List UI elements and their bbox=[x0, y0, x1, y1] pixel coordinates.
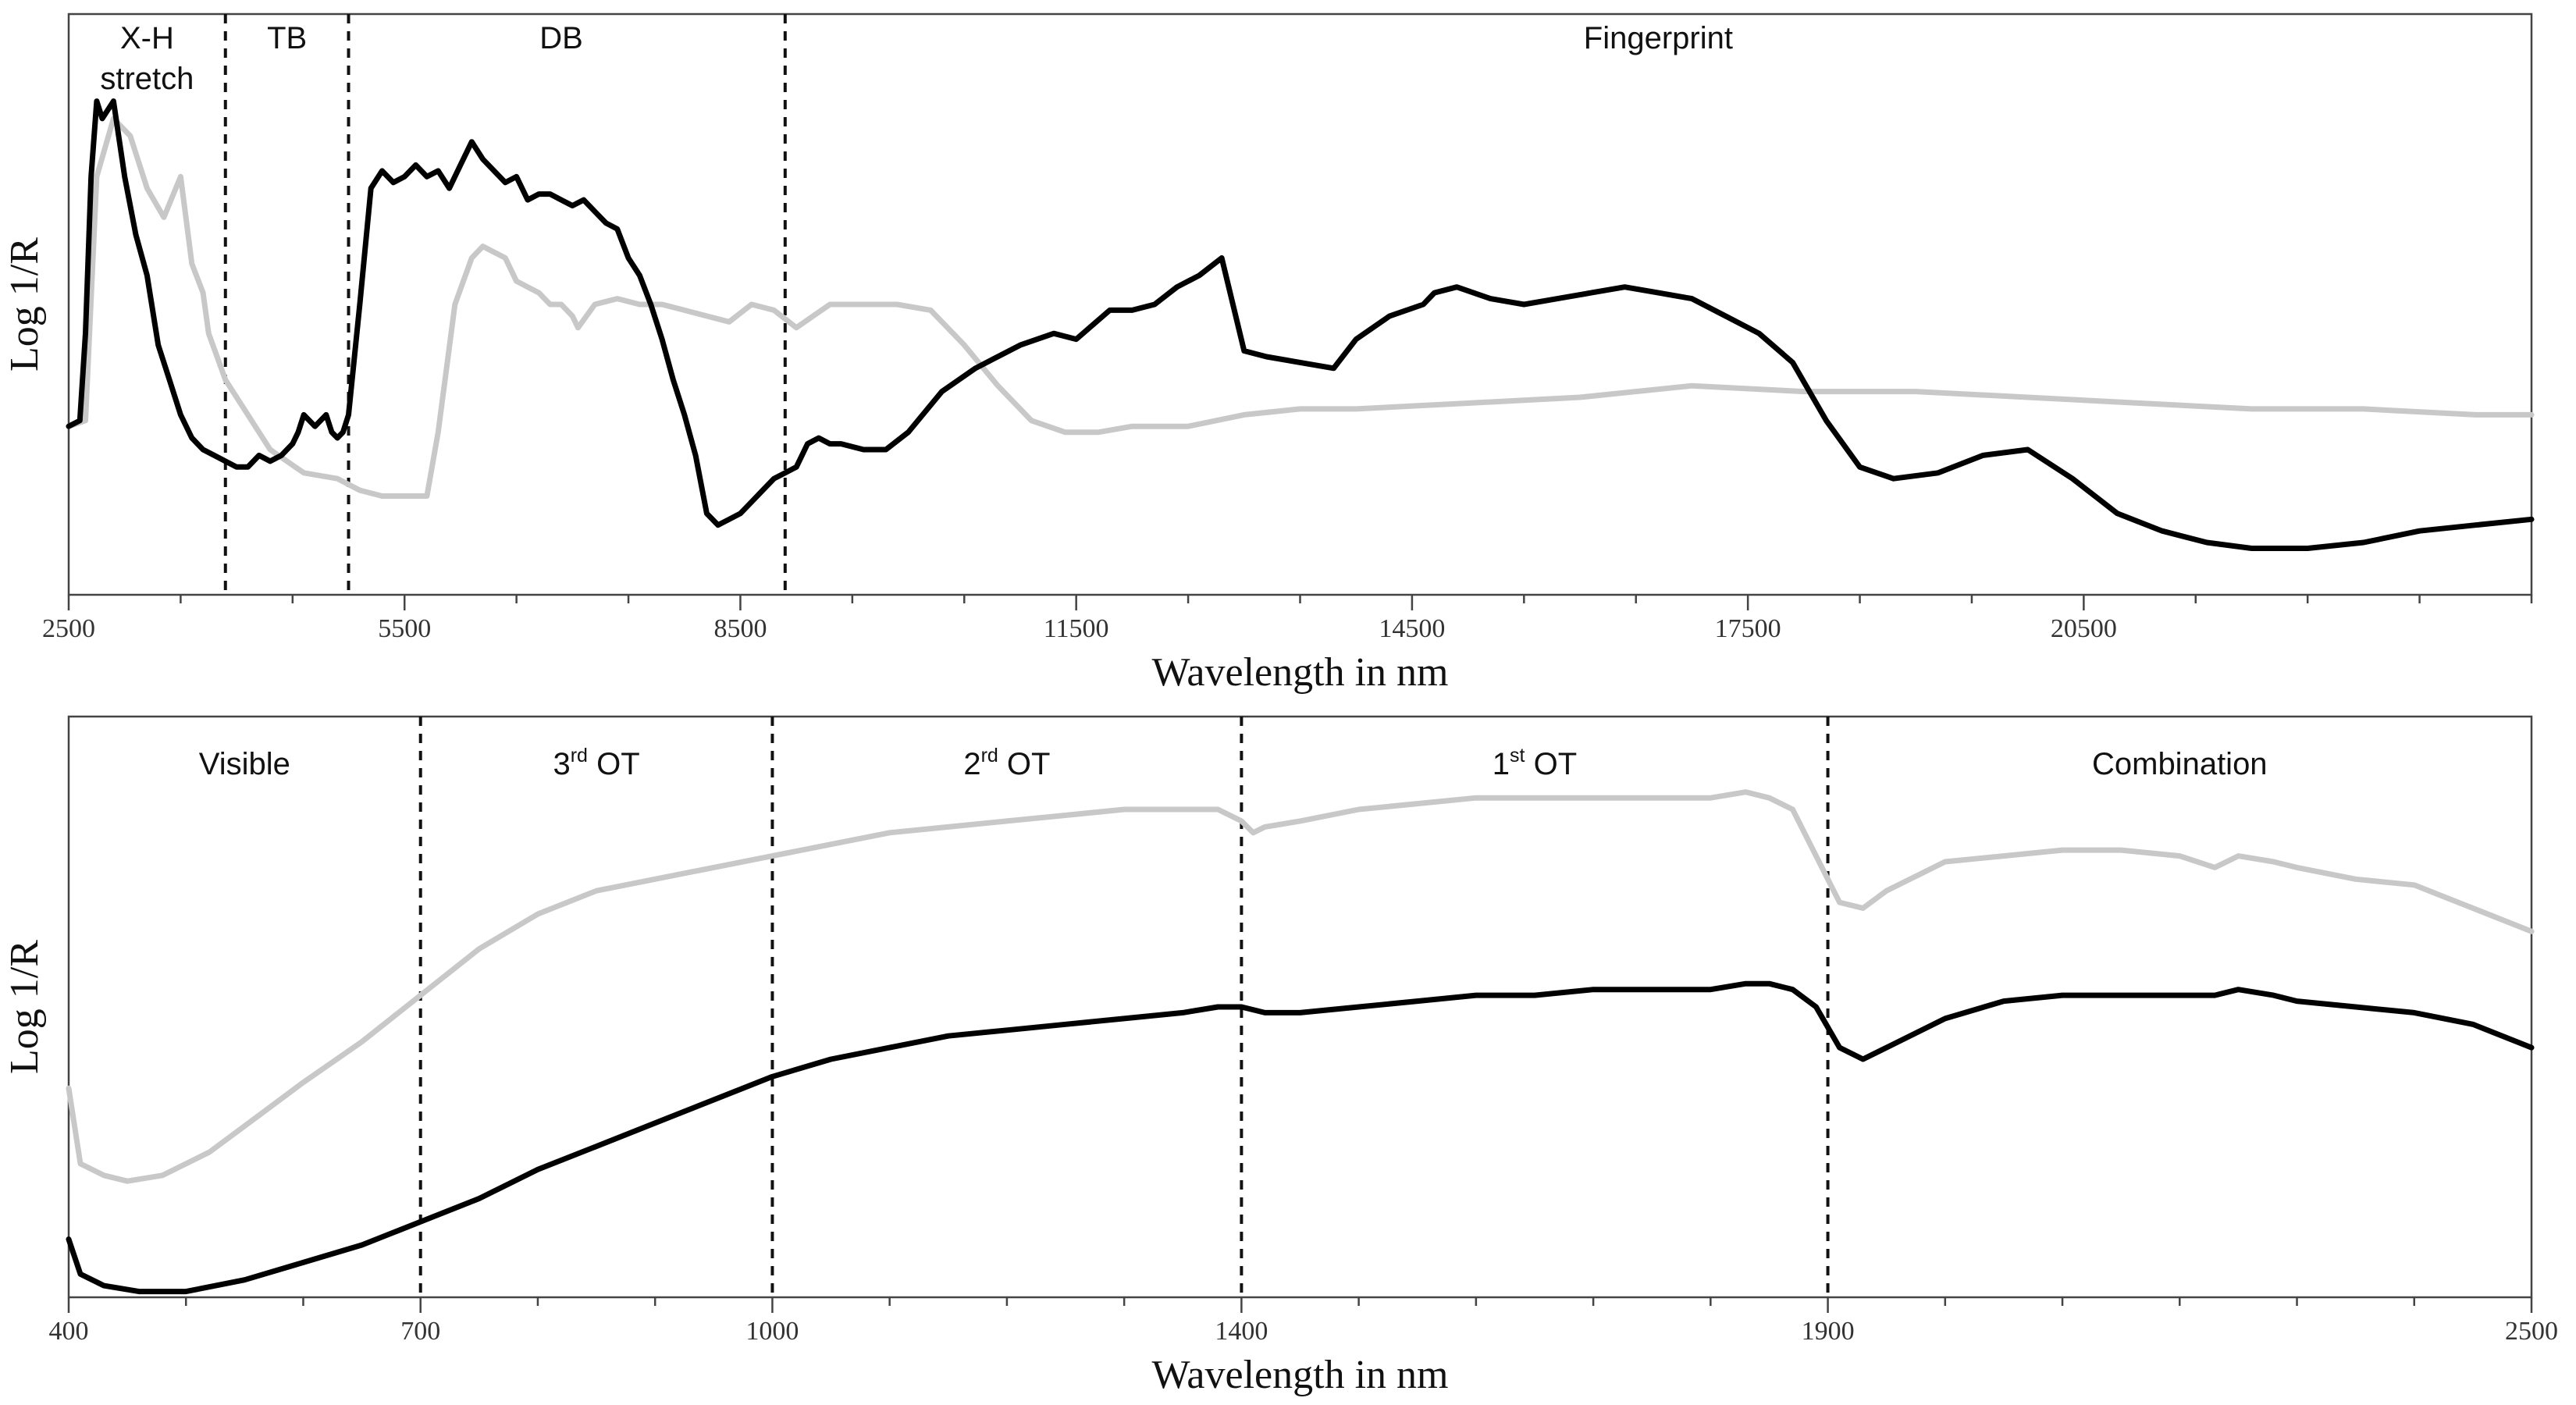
y-axis-label: Log 1/R bbox=[2, 237, 47, 372]
plot-frame bbox=[67, 12, 2533, 596]
region-label: TB bbox=[267, 21, 307, 55]
x-tick-label: 2500 bbox=[42, 614, 95, 643]
x-tick-label: 1400 bbox=[1215, 1317, 1268, 1346]
x-tick-label: 17500 bbox=[1715, 614, 1781, 643]
x-tick-label: 1000 bbox=[745, 1317, 799, 1346]
x-tick-label: 5500 bbox=[378, 614, 431, 643]
spectrum-line-black bbox=[66, 98, 2535, 551]
region-label: DB bbox=[539, 21, 583, 55]
bottom-panel: 400 700 1000 1400 1900 2500 Visible 3rd OT 2rd O… bbox=[2, 715, 2558, 1397]
region-label: X-H stretch bbox=[100, 21, 194, 96]
region-label: Combination bbox=[2092, 747, 2268, 781]
spectrum-line-gray bbox=[66, 789, 2535, 1184]
top-panel: 2500 5500 8500 11500 14500 17500 20500 X-H stret… bbox=[2, 12, 2535, 695]
y-axis-label: Log 1/R bbox=[2, 940, 47, 1074]
region-label: 3rd OT bbox=[553, 745, 639, 781]
x-tick-label: 2500 bbox=[2505, 1317, 2558, 1346]
region-label: Visible bbox=[199, 747, 290, 781]
region-label: 1st OT bbox=[1493, 745, 1577, 781]
x-tick-label: 400 bbox=[49, 1317, 89, 1346]
spectrum-line-black bbox=[66, 980, 2535, 1295]
x-tick-label: 1900 bbox=[1802, 1317, 1855, 1346]
region-label: Fingerprint bbox=[1584, 21, 1733, 55]
x-axis-label: Wavelength in nm bbox=[1152, 650, 1449, 695]
x-tick-label: 700 bbox=[400, 1317, 440, 1346]
x-tick-label: 14500 bbox=[1379, 614, 1445, 643]
x-tick-label: 11500 bbox=[1044, 614, 1109, 643]
x-tick-label: 20500 bbox=[2051, 614, 2117, 643]
spectrum-line-gray bbox=[66, 116, 2535, 499]
region-label: 2rd OT bbox=[963, 745, 1050, 781]
x-axis-label: Wavelength in nm bbox=[1152, 1353, 1449, 1397]
x-tick-label: 8500 bbox=[713, 614, 767, 643]
plot-frame bbox=[67, 715, 2533, 1299]
